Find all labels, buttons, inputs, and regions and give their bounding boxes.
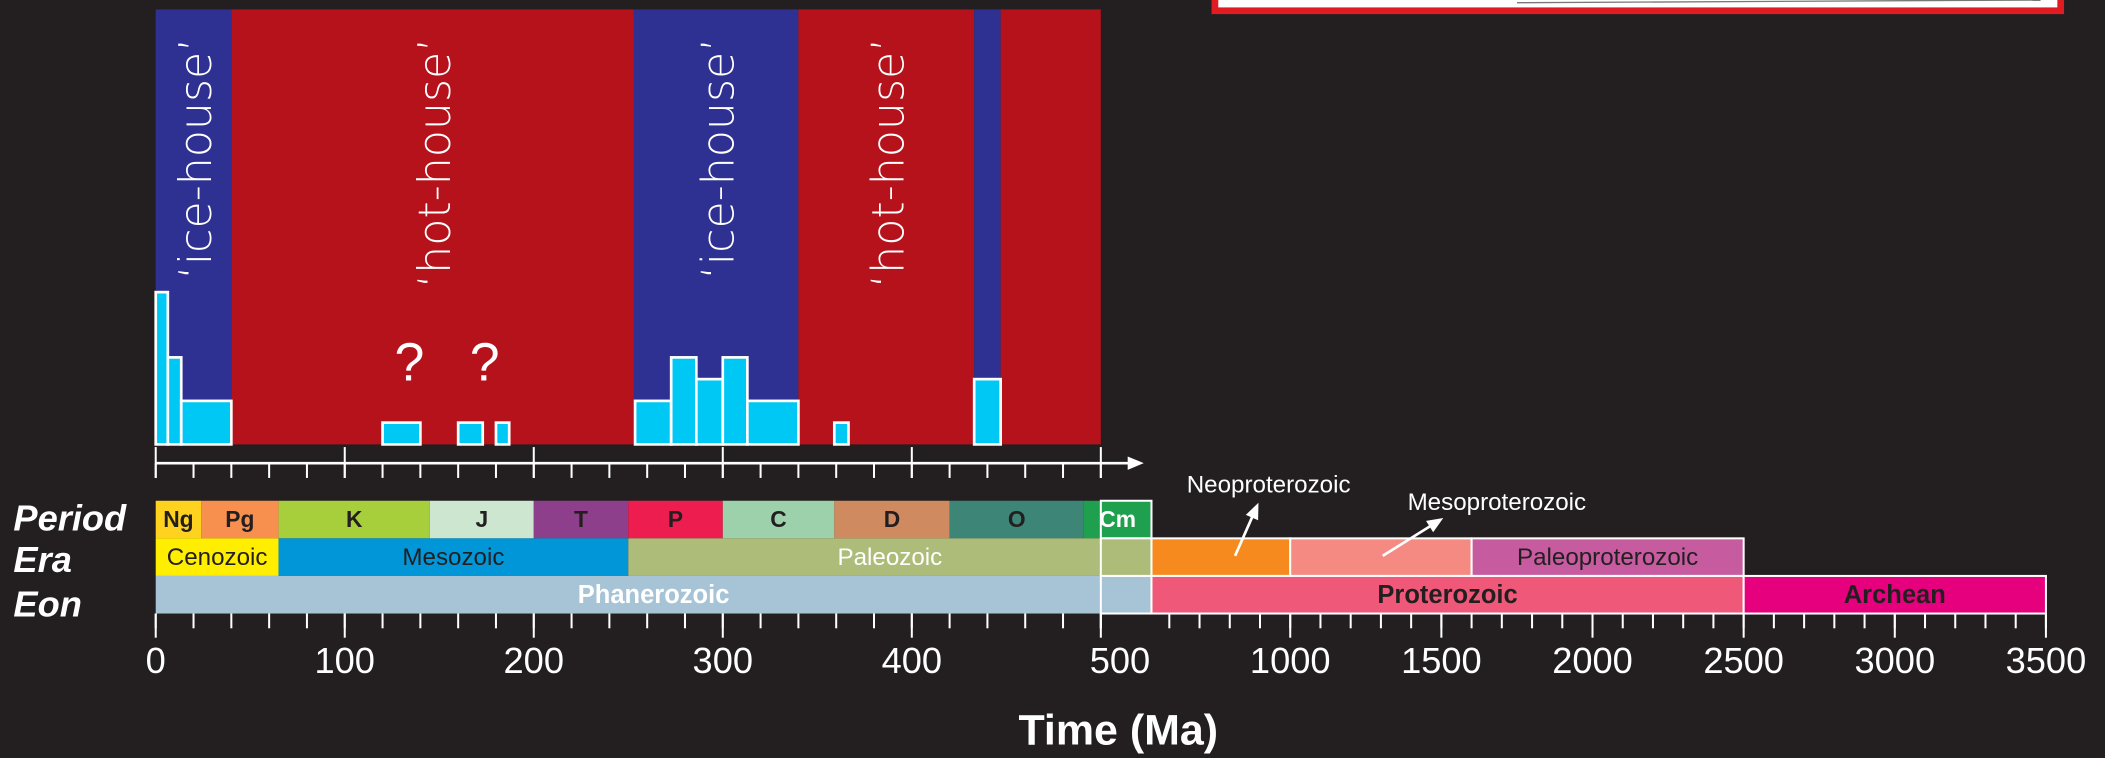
unit-label: D (884, 506, 900, 532)
glaciation-bar (181, 401, 231, 444)
x-tick-label: 100 (315, 640, 375, 681)
unit-label: Pg (225, 506, 254, 532)
glaciation-bar (168, 357, 181, 444)
unit-label: Cenozoic (167, 544, 268, 571)
unit-label: Phanerozoic (578, 581, 730, 609)
x-tick-label: 2000 (1552, 640, 1633, 681)
x-axis-title: Time (Ma) (1018, 706, 1218, 754)
glaciation-bar (635, 401, 671, 444)
glaciation-bar (974, 379, 1000, 444)
x-tick-label: 2500 (1703, 640, 1784, 681)
inset-image-edge (1215, 0, 2061, 11)
x-tick-label: 400 (882, 640, 942, 681)
unit-label: P (668, 506, 683, 532)
unit-label: Ng (163, 506, 193, 532)
glaciation-bar (723, 357, 748, 444)
glaciation-bar (696, 379, 722, 444)
band-label: ‘ice-house’ (171, 38, 222, 280)
row-label: Era (13, 539, 71, 580)
unit-label: Paleozoic (838, 544, 943, 571)
unit-label: Archean (1844, 581, 1946, 609)
page: {"chart_data": { "type": "geologic-times… (0, 0, 2105, 758)
glaciation-bar (834, 423, 848, 445)
x-tick-label: 300 (693, 640, 753, 681)
x-tick-label: 500 (1090, 640, 1150, 681)
unit-label: Mesoproterozoic (1408, 489, 1587, 516)
unit-label: O (1008, 506, 1026, 532)
band-label: ‘hot-house’ (864, 38, 915, 288)
timescale-unit (1151, 538, 1290, 576)
unit-label: T (574, 506, 588, 532)
label-arrowhead (1426, 518, 1443, 532)
unit-label: Proterozoic (1377, 581, 1517, 609)
annotation: ? (470, 333, 500, 393)
x-tick-label: 0 (146, 640, 166, 681)
timescale-unit (1101, 576, 1152, 614)
unit-label: Neoproterozoic (1187, 471, 1351, 498)
x-tick-label: 200 (504, 640, 564, 681)
axis-arrow (1128, 456, 1144, 469)
annotation: ? (395, 333, 425, 393)
timescale-unit (1101, 538, 1152, 576)
unit-label: Cm (1099, 506, 1136, 532)
glaciation-bar (156, 292, 168, 444)
unit-label: C (770, 506, 786, 532)
chart: Time (Ma) ‘ice-house’ ‘hot-house’ ‘ice-hou… (0, 0, 2105, 758)
timescale-unit (1290, 538, 1471, 576)
x-tick-label: 1000 (1250, 640, 1331, 681)
unit-label: Paleoproterozoic (1517, 544, 1698, 571)
x-tick-label: 3500 (2006, 640, 2087, 681)
row-label: Eon (13, 583, 81, 624)
glaciation-bar (747, 401, 798, 444)
glaciation-bar (383, 423, 421, 445)
band-label: ‘hot-house’ (410, 38, 461, 288)
unit-label: Mesozoic (402, 544, 504, 571)
glaciation-bar (671, 357, 696, 444)
unit-label: J (475, 506, 488, 532)
x-tick-label: 3000 (1854, 640, 1935, 681)
glaciation-bar (458, 423, 483, 445)
climate-band (1001, 9, 1101, 444)
glaciation-bar (496, 423, 509, 445)
band-label: ‘ice-house’ (694, 38, 745, 280)
row-label: Period (13, 497, 127, 538)
unit-label: K (346, 506, 363, 532)
x-tick-label: 1500 (1401, 640, 1482, 681)
